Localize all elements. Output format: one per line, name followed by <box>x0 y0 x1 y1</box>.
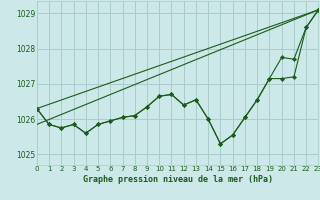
X-axis label: Graphe pression niveau de la mer (hPa): Graphe pression niveau de la mer (hPa) <box>83 175 273 184</box>
